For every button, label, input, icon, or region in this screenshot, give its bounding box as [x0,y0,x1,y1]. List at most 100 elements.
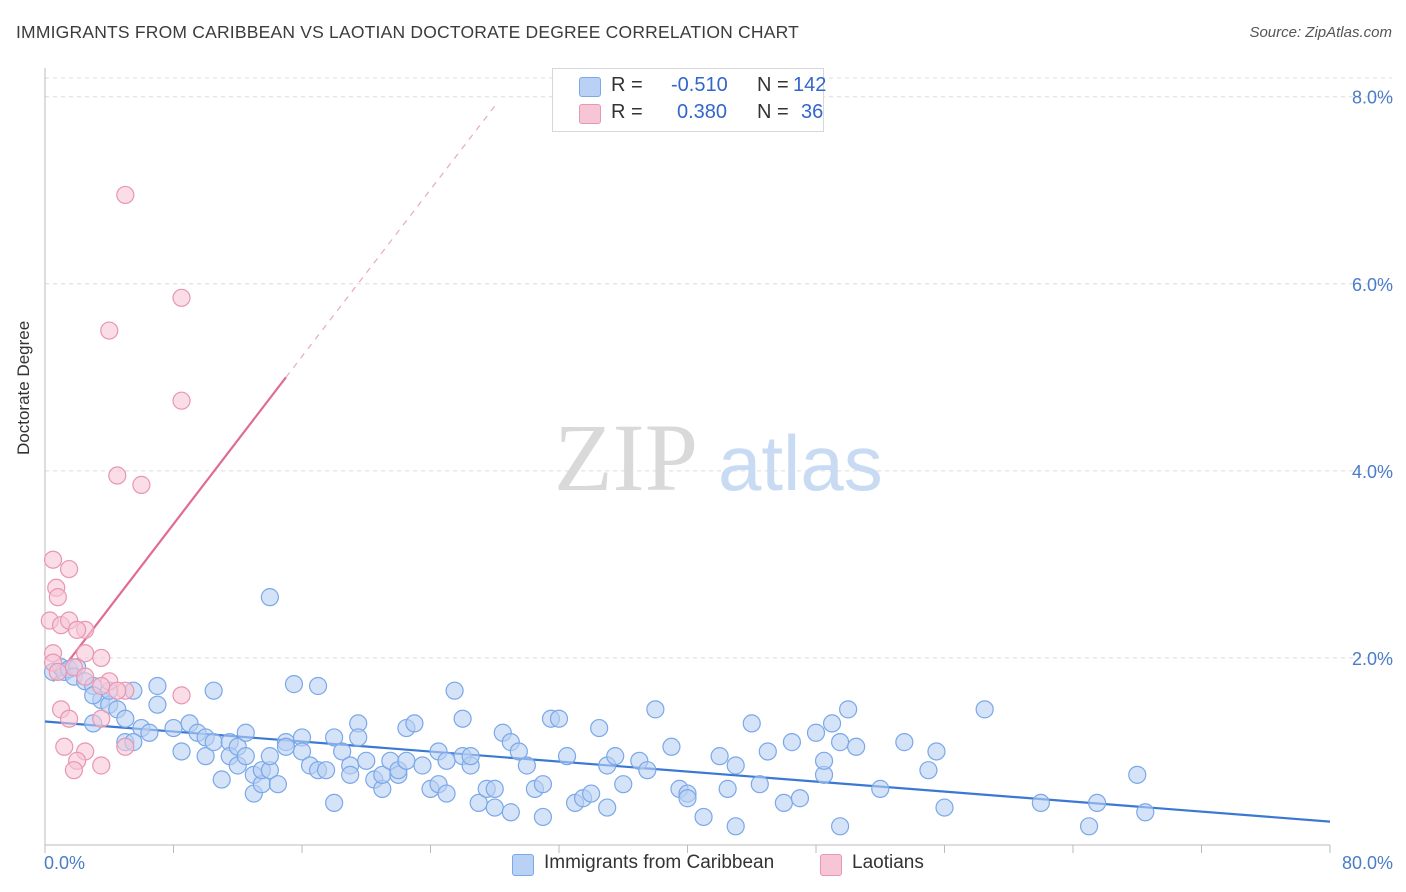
point-caribbean [140,723,159,742]
point-caribbean [196,747,215,766]
point-caribbean [726,756,745,775]
point-laotian [172,686,191,705]
legend-r-value-caribbean: -0.510 [671,74,728,96]
point-laotian [76,644,95,663]
point-caribbean [638,761,657,780]
point-caribbean [790,789,810,808]
legend-r-label: R = [611,101,643,123]
points-caribbean [43,588,1155,836]
legend-n-value-caribbean: 142 [793,74,827,96]
point-laotian [116,737,135,756]
point-caribbean [316,761,336,780]
point-laotian [68,620,87,639]
point-caribbean [750,775,769,794]
x-tick-label-min: 0.0% [44,853,85,873]
point-caribbean [710,747,729,766]
point-caribbean [822,714,842,733]
point-laotian [92,709,111,728]
point-caribbean [533,807,553,827]
point-caribbean [461,747,480,766]
chart-title: IMMIGRANTS FROM CARIBBEAN VS LAOTIAN DOC… [16,22,799,42]
point-caribbean [662,737,681,756]
point-caribbean [1136,803,1155,822]
point-caribbean [164,718,183,738]
point-caribbean [413,756,432,775]
point-caribbean [333,742,352,761]
point-caribbean [501,803,520,822]
point-caribbean [453,709,472,728]
axes [44,68,1331,853]
points-laotian [40,185,191,780]
point-caribbean [806,723,826,742]
point-caribbean [397,751,416,770]
point-laotian [64,761,84,780]
point-caribbean [927,742,946,761]
point-caribbean [1128,765,1147,784]
point-caribbean [1087,793,1107,813]
point-caribbean [830,817,850,836]
point-caribbean [517,756,536,775]
point-caribbean [549,709,569,728]
point-caribbean [598,798,617,817]
point-laotian [48,588,67,607]
point-caribbean [774,793,793,813]
point-caribbean [325,728,344,747]
point-caribbean [557,747,577,766]
legend-r-label: R = [611,74,643,96]
grid-lines [45,77,1392,659]
point-caribbean [485,798,504,817]
point-caribbean [148,676,167,696]
point-caribbean [437,751,456,770]
point-caribbean [935,798,954,817]
point-caribbean [758,742,777,761]
point-caribbean [284,675,304,694]
point-laotian [92,676,111,696]
y-tick-label: 8.0% [1352,88,1393,108]
legend-swatch-caribbean [579,77,601,97]
point-caribbean [782,733,802,752]
point-caribbean [646,700,665,719]
point-caribbean [839,700,858,719]
point-caribbean [871,779,890,798]
point-caribbean [437,784,456,803]
point-caribbean [718,779,737,798]
y-tick-label: 4.0% [1352,462,1393,482]
point-caribbean [533,775,553,794]
point-laotian [59,559,79,579]
point-caribbean [148,695,167,714]
point-caribbean [606,747,625,766]
point-laotian [116,185,135,205]
point-caribbean [172,742,191,761]
point-laotian [108,466,127,485]
point-caribbean [445,681,464,700]
point-caribbean [308,676,328,696]
point-caribbean [357,751,376,770]
y-tick-label: 6.0% [1352,275,1393,295]
point-laotian [172,288,191,307]
bottom-legend: Immigrants from Caribbean Laotians [0,852,1406,878]
point-caribbean [260,747,279,766]
point-caribbean [204,681,223,700]
point-laotian [92,648,111,668]
legend-n-label: N = [757,74,789,96]
legend-swatch-laotian [579,104,601,124]
legend-box: R = -0.510 N = 142 R = 0.380 N = 36 [552,68,827,132]
point-laotian [132,475,151,494]
point-caribbean [276,737,296,756]
point-caribbean [204,733,223,752]
point-caribbean [1031,793,1050,813]
point-laotian [172,391,191,410]
point-caribbean [292,742,312,761]
bottom-legend-swatch-caribbean [512,854,534,876]
point-caribbean [260,588,279,607]
legend-r-value-laotian: 0.380 [677,101,728,123]
point-caribbean [678,789,697,808]
point-laotian [48,662,67,682]
point-caribbean [341,765,360,784]
watermark-zip: ZIP [554,404,698,511]
point-caribbean [268,775,288,794]
legend-n-label: N = [757,101,789,123]
point-laotian [108,681,127,700]
bottom-legend-label-caribbean: Immigrants from Caribbean [544,852,775,873]
